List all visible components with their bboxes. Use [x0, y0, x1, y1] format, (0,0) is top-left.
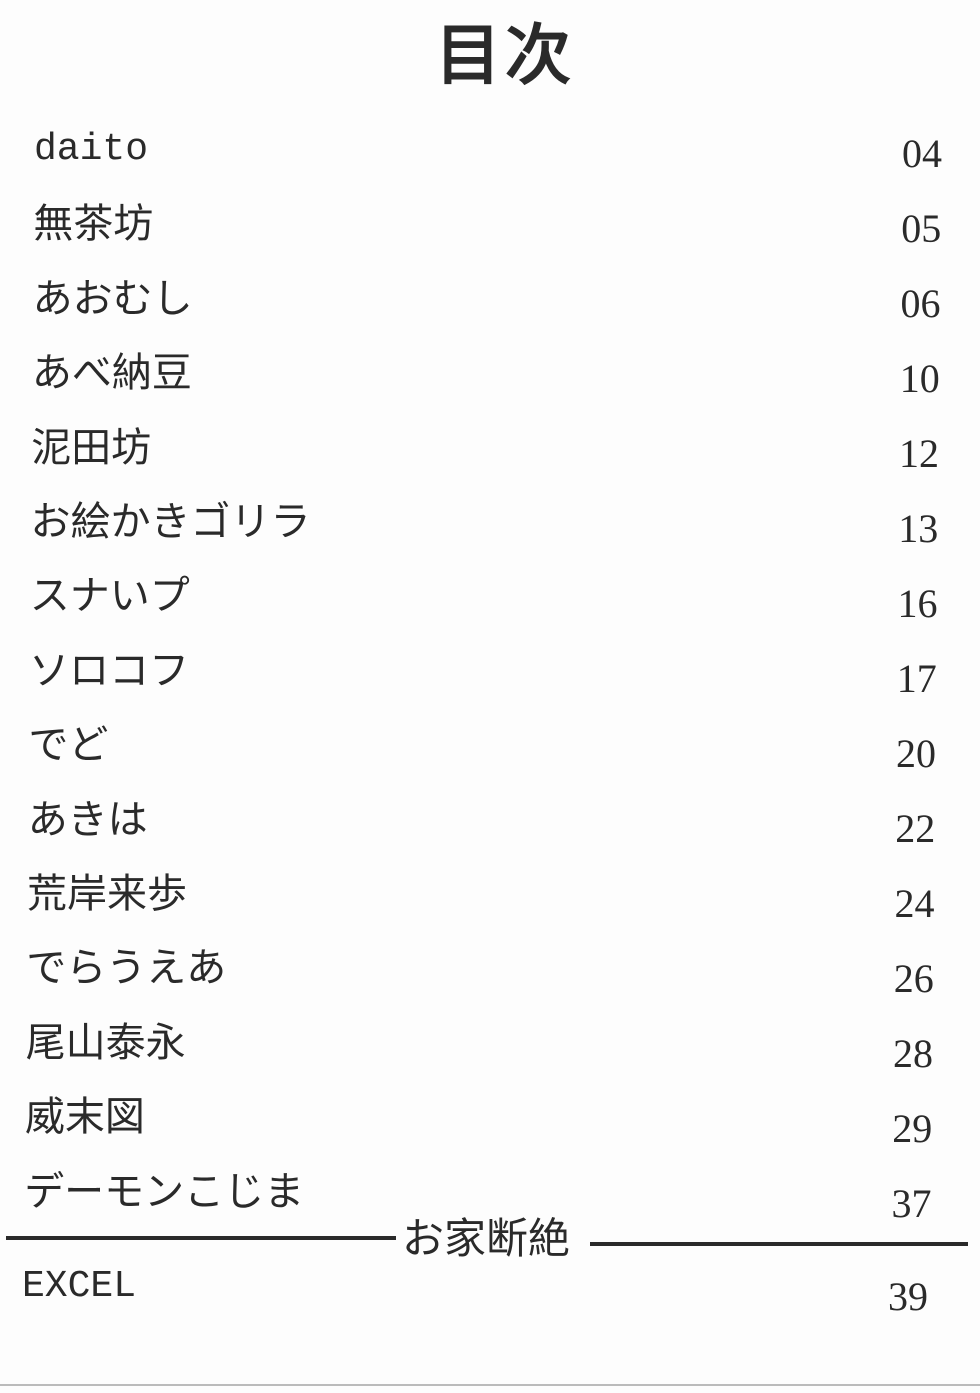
entry-name: 尾山泰永: [25, 1019, 186, 1066]
toc-entry[interactable]: お絵かきゴリラ 13: [0, 497, 980, 551]
entry-page: 12: [899, 430, 939, 476]
entry-name: daito: [34, 128, 149, 171]
entry-name: あべ納豆: [31, 350, 192, 397]
entry-name: スナいプ: [29, 573, 190, 620]
entry-name: EXCEL: [22, 1265, 137, 1308]
toc-entry[interactable]: 無茶坊 05: [0, 199, 980, 251]
toc-entry[interactable]: 荒岸来歩 24: [0, 869, 980, 926]
page-edge: [0, 1384, 980, 1386]
toc-entry[interactable]: あべ納豆 10: [0, 348, 980, 401]
entry-name: デーモンこじま: [24, 1168, 305, 1215]
entry-page: 37: [891, 1180, 932, 1226]
entry-name: 荒岸来歩: [27, 871, 187, 917]
toc-entry[interactable]: 威末図 29: [0, 1092, 980, 1151]
divider-line-right: [590, 1242, 968, 1246]
entry-name: でらうえあ: [26, 945, 227, 992]
page-title: 目次: [435, 16, 575, 94]
entry-page: 10: [899, 355, 940, 401]
entry-page: 05: [901, 205, 942, 251]
toc-entry[interactable]: 泥田坊 12: [0, 423, 980, 476]
entry-name: 無茶坊: [33, 201, 154, 248]
entry-page: 20: [896, 730, 936, 776]
entry-name: お絵かきゴリラ: [30, 499, 311, 545]
entry-page: 26: [893, 955, 934, 1001]
entry-name: あおむし: [32, 275, 193, 322]
toc-entry[interactable]: でど 20: [0, 720, 980, 776]
entry-page: 13: [898, 506, 939, 551]
toc-entry[interactable]: 尾山泰永 28: [0, 1018, 980, 1076]
entry-page: 17: [896, 655, 937, 701]
entry-page: 39: [888, 1274, 928, 1319]
toc-entry[interactable]: daito 04: [0, 125, 980, 176]
divider-line-left: [6, 1236, 396, 1240]
toc-entry[interactable]: でらうえあ 26: [0, 943, 980, 1001]
entry-name: 威末図: [24, 1094, 145, 1141]
toc-entry[interactable]: スナいプ 16: [0, 571, 980, 626]
entry-page: 16: [897, 580, 938, 626]
entry-page: 24: [894, 881, 935, 926]
toc-entry[interactable]: ソロコフ 17: [0, 646, 980, 701]
toc-entry-extra[interactable]: EXCEL 39: [0, 1262, 980, 1319]
toc-entry[interactable]: デーモンこじま 37: [0, 1167, 980, 1226]
entry-page: 28: [893, 1030, 933, 1076]
section-label: お家断絶: [402, 1214, 571, 1263]
toc-entry[interactable]: あおむし 06: [0, 274, 980, 326]
entry-name: でど: [28, 722, 109, 769]
entry-name: あきは: [27, 796, 148, 843]
entry-page: 29: [892, 1105, 933, 1151]
entry-page: 22: [895, 805, 936, 851]
entry-page: 04: [902, 131, 942, 176]
toc-entry[interactable]: あきは 22: [0, 795, 980, 851]
entry-name: ソロコフ: [29, 647, 190, 694]
section-divider: お家断絶: [6, 1214, 968, 1264]
entry-page: 06: [900, 280, 941, 326]
entry-name: 泥田坊: [31, 424, 152, 471]
